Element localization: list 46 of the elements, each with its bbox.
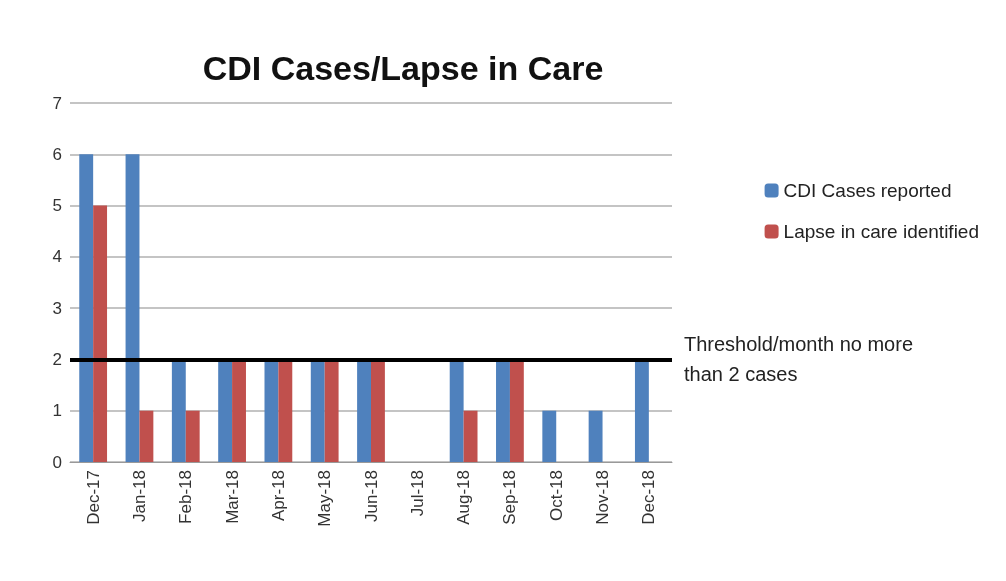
x-tick-label: Feb-18 bbox=[176, 470, 196, 524]
y-tick-label: 3 bbox=[52, 298, 62, 318]
y-tick-label: 4 bbox=[52, 247, 62, 267]
bar bbox=[218, 359, 233, 462]
x-tick-label: Apr-18 bbox=[268, 470, 288, 522]
y-tick-label: 0 bbox=[52, 452, 62, 472]
x-tick-label: Jan-18 bbox=[129, 470, 149, 522]
bar bbox=[264, 359, 279, 462]
legend-label: Lapse in care identified bbox=[783, 221, 980, 242]
bar bbox=[232, 359, 246, 462]
x-tick-label: May-18 bbox=[315, 470, 335, 527]
x-tick-label: Nov-18 bbox=[593, 470, 613, 525]
x-tick-label: Jul-18 bbox=[407, 470, 427, 517]
bar bbox=[357, 359, 371, 462]
bar bbox=[542, 410, 557, 462]
bar bbox=[588, 410, 603, 462]
ref-line-label: Threshold/month no more than 2 cases bbox=[684, 333, 919, 386]
bar bbox=[324, 359, 339, 462]
bar bbox=[185, 410, 200, 462]
y-tick-label: 5 bbox=[52, 196, 62, 216]
x-tick-label: Oct-18 bbox=[546, 470, 566, 522]
bar bbox=[278, 359, 293, 462]
x-tick-label: Jun-18 bbox=[361, 470, 381, 522]
bar bbox=[125, 154, 140, 462]
bar bbox=[371, 359, 385, 462]
bar bbox=[93, 205, 108, 462]
bar bbox=[139, 410, 154, 462]
bar bbox=[310, 359, 325, 462]
y-tick-label: 1 bbox=[52, 401, 62, 421]
y-tick-label: 6 bbox=[52, 144, 62, 164]
bar bbox=[79, 154, 94, 462]
bar bbox=[496, 359, 510, 462]
y-tick-label: 2 bbox=[52, 349, 62, 369]
chart-title: CDI Cases/Lapse in Care bbox=[202, 49, 604, 87]
x-tick-label: Dec-18 bbox=[639, 470, 659, 525]
x-tick-label: Sep-18 bbox=[500, 470, 520, 525]
y-tick-label: 7 bbox=[52, 93, 62, 113]
x-tick-label: Mar-18 bbox=[222, 470, 242, 524]
x-tick-label: Dec-17 bbox=[83, 470, 103, 525]
bar bbox=[449, 359, 464, 462]
bar bbox=[509, 359, 524, 462]
x-tick-label: Aug-18 bbox=[454, 470, 474, 525]
bar bbox=[171, 359, 186, 462]
bar bbox=[634, 359, 649, 462]
legend-label: CDI Cases reported bbox=[783, 180, 952, 201]
bar bbox=[463, 410, 478, 462]
